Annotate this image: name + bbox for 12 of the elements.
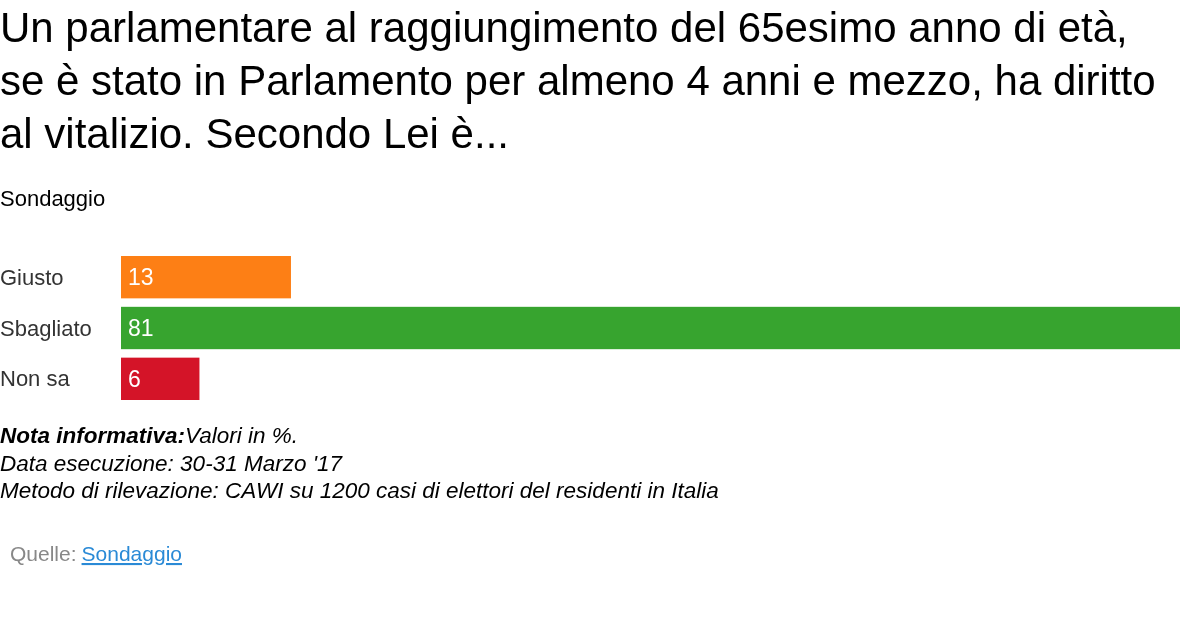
- y-tick-label: Sbagliato: [0, 315, 92, 341]
- text: Metodo di rilevazione: CAWI su 1200 casi di elettori del residenti in Italia: [0, 478, 719, 503]
- chart-subtitle: Sondaggio: [0, 186, 106, 211]
- source-note: Quelle: Sondaggio: [10, 542, 182, 565]
- text: Data esecuzione: 30-31 Marzo '17: [0, 450, 344, 476]
- y-tick-label: Non sa: [0, 366, 71, 392]
- text: Nota informativa:Valori in %.: [0, 423, 298, 448]
- y-tick-label: Giusto: [0, 264, 64, 290]
- data-label: 81: [128, 315, 154, 341]
- chart-title: Un parlamentare al raggiungimento del 65esimo anno di età, se è stato in Parlamento per almeno 4 anni e mezzo, ha diritto al vitalizio. Secondo Lei è...: [0, 4, 1156, 157]
- data-label: 13: [128, 264, 154, 291]
- data-label: 6: [128, 365, 141, 392]
